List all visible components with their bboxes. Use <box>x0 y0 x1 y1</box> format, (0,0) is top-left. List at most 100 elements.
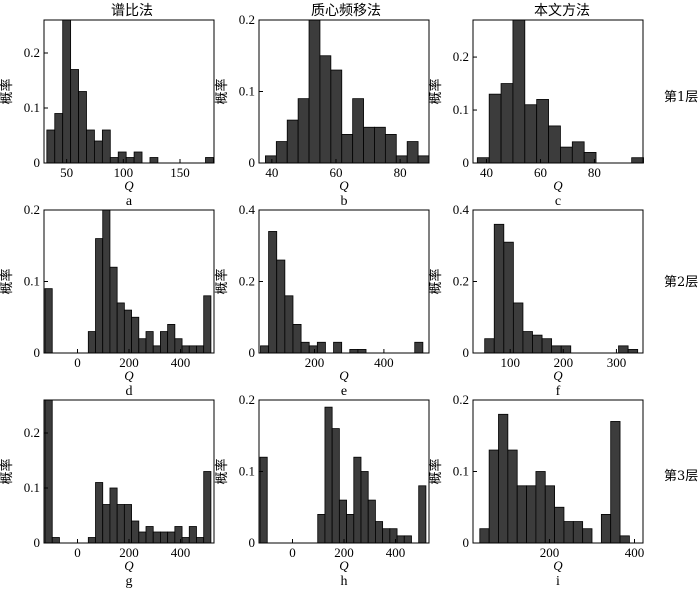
panel-d-bar-19 <box>181 345 190 354</box>
panel-a-bar-7 <box>101 129 111 164</box>
panel-i-bar-0 <box>479 528 490 544</box>
panel-f-bar-2 <box>503 241 514 354</box>
panel-f-xtick-label-300: 300 <box>607 355 627 370</box>
panel-a-bar-11 <box>133 151 143 164</box>
panel-g-ylabel: 概率 <box>0 458 14 484</box>
panel-g-xtick-label-200: 200 <box>119 545 139 560</box>
panel-i-ylabel: 概率 <box>428 458 443 484</box>
panel-b-ytick-label-0: 0 <box>249 155 256 170</box>
panel-e-bar-1 <box>268 231 278 354</box>
panel-e-bar-3 <box>284 295 294 354</box>
panel-a-bar-13 <box>149 157 159 164</box>
panel-e-bar-12 <box>357 349 367 354</box>
panel-c-xtick-label-60: 60 <box>534 165 547 180</box>
panel-d-ytick-label-0.1: 0.1 <box>24 274 40 289</box>
panel-e-bar-6 <box>308 345 318 354</box>
row-label-layer-1: 第1层 <box>664 90 699 105</box>
panel-i-bar-15 <box>619 535 630 544</box>
panel-d-bar-7 <box>95 238 104 354</box>
panel-c-bar-13 <box>631 157 644 164</box>
panel-a-frame <box>43 19 215 164</box>
panel-b-ytick-label-0.1: 0.1 <box>239 84 255 99</box>
panel-a-bar-8 <box>109 157 119 164</box>
panel-c-bar-3 <box>512 19 526 164</box>
panel-a-bar-10 <box>125 157 135 164</box>
panel-b-bar-14 <box>417 155 430 164</box>
panel-b-ylabel: 概率 <box>214 78 229 104</box>
panel-d-bar-15 <box>152 345 161 354</box>
panel-g-ytick-label-0.2: 0.2 <box>24 425 40 440</box>
column-title-proposed-method: 本文方法 <box>534 3 590 19</box>
panel-a-ytick-label-0.2: 0.2 <box>24 45 40 60</box>
panel-h-bar-14 <box>360 471 369 544</box>
panel-b-bar-13 <box>406 141 419 164</box>
panel-f-bar-6 <box>541 338 553 354</box>
panel-i-bar-2 <box>498 413 509 544</box>
panel-h-xtick-label-200: 200 <box>334 545 354 560</box>
panel-i-ytick-label-0: 0 <box>463 535 470 550</box>
panel-d-bar-13 <box>138 338 147 354</box>
panel-g-bar-15 <box>152 531 161 544</box>
panel-c-bar-4 <box>524 104 538 164</box>
panel-e-ytick-label-0.4: 0.4 <box>239 202 256 217</box>
panel-h-bar-17 <box>382 528 391 544</box>
row-label-layer-2: 第2层 <box>664 275 699 290</box>
panel-h-xtick-label-0: 0 <box>289 545 296 560</box>
panel-e-letter: e <box>341 384 347 399</box>
column-title-centroid-shift: 质心频移法 <box>311 3 381 19</box>
panel-c-frame <box>472 19 644 164</box>
panel-a-bar-6 <box>94 140 103 164</box>
panel-f-ylabel: 概率 <box>428 268 443 294</box>
panel-a-ytick-label-0: 0 <box>34 155 41 170</box>
panel-b-bar-3 <box>297 98 310 164</box>
panel-d-bar-16 <box>160 331 169 354</box>
panel-i-bar-5 <box>526 485 537 544</box>
panel-a-letter: a <box>126 194 133 209</box>
panel-h-letter: h <box>341 574 348 589</box>
panel-a-xtick-label-100: 100 <box>114 165 134 180</box>
panel-g-letter: g <box>126 574 133 589</box>
panel-e-xtick-label-200: 200 <box>305 355 325 370</box>
panel-b-xtick-label-80: 80 <box>394 165 407 180</box>
panel-a-bar-4 <box>78 91 87 164</box>
panel-c-ytick-label-0.1: 0.1 <box>453 102 469 117</box>
panel-f-bar-0 <box>484 338 495 354</box>
panel-b-bar-0 <box>265 155 277 164</box>
panel-a-bar-2 <box>62 19 72 164</box>
panel-d-xtick-label-0: 0 <box>74 355 81 370</box>
panel-h-ytick-label-0.1: 0.1 <box>239 464 255 479</box>
panel-d-xtick-label-400: 400 <box>171 355 191 370</box>
panel-h-bar-8 <box>317 514 326 544</box>
panel-c-bar-1 <box>488 93 502 164</box>
panel-g-xtick-label-400: 400 <box>171 545 191 560</box>
panel-c-xtick-label-80: 80 <box>588 165 601 180</box>
panel-d-bar-9 <box>109 266 118 354</box>
panel-b-bar-4 <box>308 19 321 164</box>
panel-i-xlabel: Q <box>553 558 563 573</box>
panel-b-bar-6 <box>330 69 343 164</box>
panel-d-bar-0 <box>44 288 53 354</box>
panel-g-bar-10 <box>116 504 125 544</box>
panel-g-bar-14 <box>145 526 154 544</box>
panel-b-xtick-label-40: 40 <box>265 165 278 180</box>
panel-d-ylabel: 概率 <box>0 268 14 294</box>
panel-h-bar-19 <box>396 535 405 544</box>
panel-d-bar-22 <box>203 295 212 354</box>
panel-d-ytick-label-0: 0 <box>34 345 41 360</box>
panel-a-bar-0 <box>46 129 56 164</box>
panel-f-ytick-label-0.2: 0.2 <box>453 274 469 289</box>
panel-g-bar-22 <box>203 471 212 544</box>
panel-g-ytick-label-0.1: 0.1 <box>24 480 40 495</box>
panel-i-xtick-label-200: 200 <box>540 545 560 560</box>
panel-a-bar-3 <box>70 69 79 164</box>
panel-c-bar-7 <box>560 146 573 164</box>
panel-h-ytick-label-0: 0 <box>249 535 256 550</box>
panel-d-xtick-label-200: 200 <box>119 355 139 370</box>
panel-e-bar-5 <box>300 341 310 354</box>
panel-h-bar-12 <box>346 514 355 544</box>
panel-d-bar-11 <box>123 309 132 354</box>
panel-f-bar-4 <box>522 331 533 354</box>
panel-e-xlabel: Q <box>339 368 349 383</box>
panel-e-ytick-label-0: 0 <box>249 345 256 360</box>
